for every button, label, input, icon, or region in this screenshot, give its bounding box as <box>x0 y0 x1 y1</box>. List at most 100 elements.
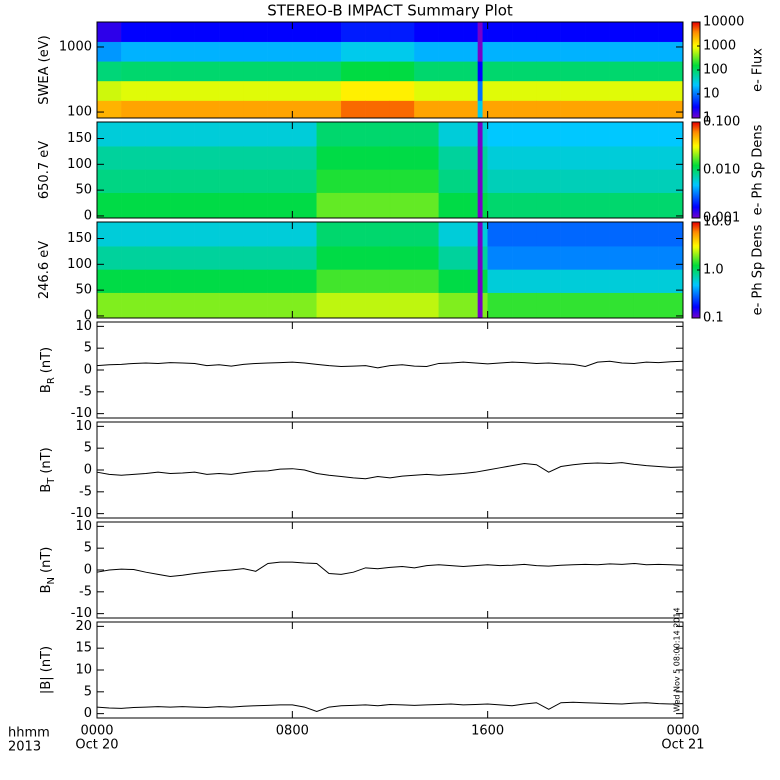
heatmap-cell <box>145 61 171 82</box>
y-axis-label: SWEA (eV) <box>37 35 52 104</box>
heatmap-cell <box>316 121 342 147</box>
y-tick-label: -5 <box>79 484 92 499</box>
colorbar-swatch <box>692 242 700 245</box>
colorbar-tick-label: 1000 <box>703 39 736 54</box>
heatmap-cell <box>511 292 537 319</box>
colorbar-swatch <box>692 188 700 191</box>
colorbar-tick-label: 10 <box>703 87 720 102</box>
colorbar-swatch <box>692 270 700 273</box>
heatmap-cell <box>585 121 610 147</box>
heatmap-cell <box>585 246 610 270</box>
heatmap-cell <box>438 221 464 247</box>
colorbar-swatch <box>692 78 700 81</box>
colorbar-swatch <box>692 100 700 103</box>
heatmap-cell <box>365 192 391 219</box>
heatmap-cell <box>536 246 562 270</box>
colorbar-swatch <box>692 28 700 31</box>
heatmap-cell <box>658 269 684 293</box>
colorbar-swatch <box>692 154 700 157</box>
heatmap-cell <box>536 61 562 82</box>
heatmap-cell <box>438 41 464 62</box>
x-date-label: Oct 20 <box>75 738 118 753</box>
heatmap-cell <box>267 146 293 170</box>
colorbar-swatch <box>692 234 700 237</box>
y-axis-label: BT (nT) <box>39 447 58 492</box>
heatmap-cell <box>316 292 342 319</box>
colorbar-swatch <box>692 82 700 85</box>
heatmap-cell <box>414 221 440 247</box>
y-axis-label-subscript: R <box>46 377 57 384</box>
heatmap-cell <box>511 221 537 247</box>
colorbar-swatch <box>692 22 700 25</box>
heatmap-cell <box>585 41 610 62</box>
colorbar-swatch <box>692 252 700 255</box>
heatmap-cell <box>267 169 293 193</box>
colorbar-swatch <box>692 170 700 173</box>
heatmap-cell <box>414 121 440 147</box>
heatmap-cell <box>633 221 659 247</box>
heatmap-cell <box>267 121 293 147</box>
colorbar-swatch <box>692 236 700 239</box>
heatmap-cell <box>560 146 586 170</box>
heatmap-cell <box>194 61 220 82</box>
colorbar-swatch <box>692 182 700 185</box>
heatmap-cell <box>463 146 479 170</box>
colorbar-swatch <box>692 52 700 55</box>
heatmap-cell <box>414 269 440 293</box>
colorbar-swatch <box>692 202 700 205</box>
heatmap-cell <box>511 246 537 270</box>
heatmap-cell <box>96 146 122 170</box>
y-tick-label: 1000 <box>59 39 92 54</box>
colorbar-swatch <box>692 64 700 67</box>
colorbar-swatch <box>692 300 700 303</box>
heatmap-cell <box>560 41 586 62</box>
heatmap-cell <box>511 169 537 193</box>
heatmap-cell <box>170 269 195 293</box>
colorbar-swatch <box>692 228 700 231</box>
heatmap-cell <box>389 80 415 101</box>
heatmap-cell <box>585 61 610 82</box>
heatmap-cell <box>438 21 464 43</box>
heatmap-cell <box>482 21 488 43</box>
heatmap-cell <box>609 221 635 247</box>
heatmap-cell <box>243 169 269 193</box>
heatmap-cell <box>477 61 483 82</box>
data-line <box>96 462 684 480</box>
colorbar-swatch <box>692 256 700 259</box>
colorbar-swatch <box>692 128 700 131</box>
heatmap-cell <box>218 41 244 62</box>
heatmap-cell <box>365 269 391 293</box>
colorbar-label: e- Ph Sp Dens <box>751 124 766 215</box>
colorbar-swatch <box>692 36 700 39</box>
y-tick-label: 20 <box>75 619 92 634</box>
y-tick-label: 10 <box>75 519 92 534</box>
colorbar-tick-label: 0.100 <box>703 115 740 130</box>
heatmap-cell <box>487 41 513 62</box>
heatmap-cell <box>477 80 483 101</box>
heatmap-cell <box>658 146 684 170</box>
heatmap-cell <box>292 146 317 170</box>
x-tick-label: 0800 <box>276 724 309 739</box>
x-date-label: Oct 21 <box>661 738 704 753</box>
heatmap-cell <box>633 21 659 43</box>
colorbar-tick-label: 0.1 <box>703 311 724 326</box>
heatmap-cell <box>194 192 220 219</box>
y-tick-label: -10 <box>71 506 92 521</box>
colorbar-swatch <box>692 200 700 203</box>
colorbar-swatch <box>692 192 700 195</box>
heatmap-cell <box>482 192 488 219</box>
heatmap-cell <box>487 169 513 193</box>
heatmap-cell <box>292 80 317 101</box>
y-tick-label: 10 <box>75 419 92 434</box>
colorbar-swatch <box>692 112 700 115</box>
heatmap-cell <box>477 221 483 247</box>
heatmap-cell <box>194 246 220 270</box>
colorbar-label: e- Ph Sp Dens <box>751 224 766 315</box>
heatmap-cell <box>218 269 244 293</box>
data-line <box>96 561 684 578</box>
heatmap-cell <box>511 146 537 170</box>
heatmap-cell <box>316 146 342 170</box>
heatmap-cell <box>170 246 195 270</box>
heatmap-cell <box>438 100 464 119</box>
